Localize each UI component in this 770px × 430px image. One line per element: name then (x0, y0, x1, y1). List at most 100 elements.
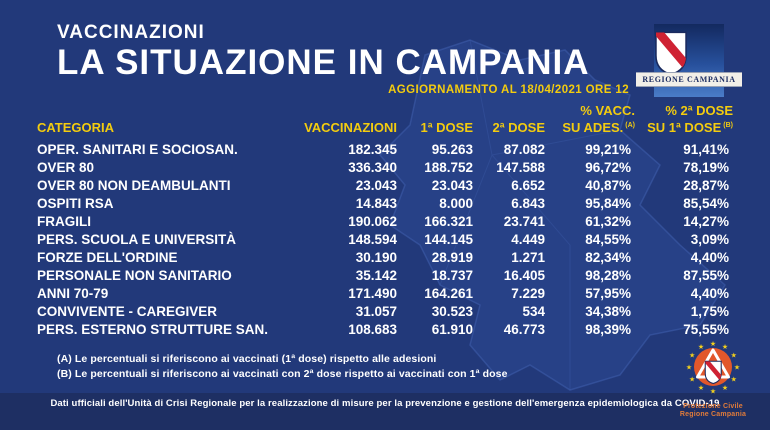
col-categoria: CATEGORIA (37, 120, 115, 135)
cell-perc_a: 95,84% (585, 195, 631, 211)
cell-perc_b: 4,40% (690, 285, 729, 301)
cell-perc_b: 78,19% (683, 159, 729, 175)
update-timestamp: AGGIORNAMENTO AL 18/04/2021 ORE 12 (388, 84, 629, 96)
cell-dose1: 144.145 (424, 231, 473, 247)
cell-dose1: 28.919 (431, 249, 473, 265)
cell-perc_b: 91,41% (683, 141, 729, 157)
table-row: FORZE DELL'ORDINE 30.190 28.919 1.271 82,34%… (37, 248, 745, 266)
cell-dose2: 534 (522, 303, 545, 319)
regione-campania-caption: REGIONE CAMPANIA (636, 72, 742, 87)
cell-dose2: 16.405 (503, 267, 545, 283)
cell-vaccinazioni: 30.190 (355, 249, 397, 265)
cell-perc_a: 57,95% (585, 285, 631, 301)
svg-text:★: ★ (722, 343, 728, 351)
cell-dose1: 166.321 (424, 213, 473, 229)
cell-vaccinazioni: 14.843 (355, 195, 397, 211)
cell-dose1: 23.043 (431, 177, 473, 193)
cell-category: OVER 80 (37, 159, 95, 175)
cell-vaccinazioni: 182.345 (348, 141, 397, 157)
svg-text:★: ★ (731, 352, 737, 360)
cell-perc_a: 40,87% (585, 177, 631, 193)
regione-campania-logo: REGIONE CAMPANIA (636, 24, 742, 102)
campania-shield-icon (655, 31, 687, 76)
cell-category: CONVIVENTE - CAREGIVER (37, 303, 218, 319)
cell-vaccinazioni: 108.683 (348, 321, 397, 337)
cell-perc_b: 3,09% (690, 231, 729, 247)
footnote-ref-a: (A) (625, 122, 635, 129)
footnote-b: (B) Le percentuali si riferiscono ai vac… (57, 367, 508, 380)
cell-vaccinazioni: 171.490 (348, 285, 397, 301)
cell-perc_b: 75,55% (683, 321, 729, 337)
cell-dose2: 4.449 (511, 231, 545, 247)
cell-dose2: 46.773 (503, 321, 545, 337)
svg-text:★: ★ (689, 352, 695, 360)
cell-dose2: 23.741 (503, 213, 545, 229)
cell-perc_a: 98,28% (585, 267, 631, 283)
cell-vaccinazioni: 148.594 (348, 231, 397, 247)
pc-caption-line2: Regione Campania (679, 411, 747, 418)
cell-perc_a: 34,38% (585, 303, 631, 319)
table-row: CONVIVENTE - CAREGIVER 31.057 30.523 534 34,… (37, 302, 745, 320)
cell-perc_b: 28,87% (683, 177, 729, 193)
svg-text:★: ★ (722, 384, 728, 392)
col-perc-dose2-su-dose1: % 2ª DOSE SU 1ª DOSE (B) (645, 103, 745, 135)
cell-vaccinazioni: 35.142 (355, 267, 397, 283)
cell-dose2: 147.588 (496, 159, 545, 175)
cell-dose2: 6.843 (511, 195, 545, 211)
col-perc-a-line2: SU ADES. (562, 120, 624, 135)
footnote-ref-b: (B) (723, 122, 733, 129)
table-row: PERSONALE NON SANITARIO 35.142 18.737 16.40… (37, 266, 745, 284)
cell-dose1: 95.263 (431, 141, 473, 157)
cell-category: PERSONALE NON SANITARIO (37, 267, 232, 283)
table-row: PERS. SCUOLA E UNIVERSITÀ 148.594 144.145 4… (37, 230, 745, 248)
cell-dose1: 18.737 (431, 267, 473, 283)
col-vaccinazioni: VACCINAZIONI (304, 120, 397, 135)
table-body: OPER. SANITARI E SOCIOSAN. 182.345 95.263 8… (37, 140, 745, 338)
cell-perc_a: 84,55% (585, 231, 631, 247)
cell-category: PERS. SCUOLA E UNIVERSITÀ (37, 231, 237, 247)
table-row: ANNI 70-79 171.490 164.261 7.229 57,95% 4,40% (37, 284, 745, 302)
cell-perc_a: 96,72% (585, 159, 631, 175)
vaccination-table: CATEGORIA VACCINAZIONI 1ª DOSE 2ª DOSE %… (37, 103, 745, 338)
table-row: OVER 80 NON DEAMBULANTI 23.043 23.043 6.652… (37, 176, 745, 194)
cell-perc_b: 87,55% (683, 267, 729, 283)
table-row: FRAGILI 190.062 166.321 23.741 61,32% 14,27% (37, 212, 745, 230)
kicker-title: VACCINAZIONI (57, 22, 205, 43)
protezione-civile-emblem-icon: ★ ★★ ★★★ ★★★ ★★★ (686, 340, 740, 396)
table-row: PERS. ESTERNO STRUTTURE SAN. 108.683 61.91… (37, 320, 745, 338)
svg-text:★: ★ (731, 376, 737, 384)
table-header: CATEGORIA VACCINAZIONI 1ª DOSE 2ª DOSE %… (37, 103, 745, 135)
cell-dose2: 7.229 (511, 285, 545, 301)
table-row: OSPITI RSA 14.843 8.000 6.843 95,84% 85,54% (37, 194, 745, 212)
cell-category: OPER. SANITARI E SOCIOSAN. (37, 141, 238, 157)
cell-category: FORZE DELL'ORDINE (37, 249, 178, 265)
svg-text:★: ★ (686, 364, 692, 372)
cell-dose1: 188.752 (424, 159, 473, 175)
page-title: LA SITUAZIONE IN CAMPANIA (57, 43, 590, 82)
cell-perc_a: 61,32% (585, 213, 631, 229)
table-row: OVER 80 336.340 188.752 147.588 96,72% 78,19% (37, 158, 745, 176)
cell-category: ANNI 70-79 (37, 285, 109, 301)
cell-category: OVER 80 NON DEAMBULANTI (37, 177, 231, 193)
pc-caption-line1: Protezione Civile (683, 403, 743, 410)
cell-perc_b: 14,27% (683, 213, 729, 229)
cell-perc_a: 99,21% (585, 141, 631, 157)
protezione-civile-logo: ★ ★ ★ ★ ★ ★ ★ ★ ★ ★ ★ ★ Protezione Civile Region… (678, 339, 748, 419)
cell-perc_b: 4,40% (690, 249, 729, 265)
cell-category: PERS. ESTERNO STRUTTURE SAN. (37, 321, 269, 337)
protezione-civile-caption: Protezione Civile Regione Campania (678, 403, 748, 419)
svg-text:★: ★ (689, 376, 695, 384)
header: VACCINAZIONI LA SITUAZIONE IN CAMPANIA A… (57, 22, 629, 96)
svg-text:★: ★ (698, 384, 704, 392)
col-perc-b-line1: % 2ª DOSE (665, 103, 733, 118)
cell-vaccinazioni: 336.340 (348, 159, 397, 175)
cell-perc_a: 98,39% (585, 321, 631, 337)
svg-text:★: ★ (698, 343, 704, 351)
footer-band: Dati ufficiali dell'Unità di Crisi Regio… (0, 393, 770, 430)
svg-text:★: ★ (710, 388, 716, 396)
cell-perc_b: 85,54% (683, 195, 729, 211)
cell-dose1: 61.910 (431, 321, 473, 337)
col-perc-vacc-su-ades: % VACC. SU ADES. (A) (545, 103, 645, 135)
cell-dose2: 1.271 (511, 249, 545, 265)
